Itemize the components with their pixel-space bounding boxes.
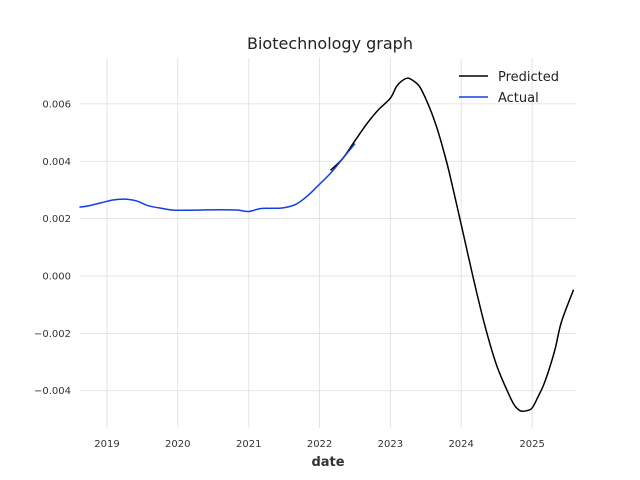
chart-title: Biotechnology graph: [247, 34, 413, 53]
y-tick-label: 0.000: [42, 271, 71, 282]
legend: Predicted Actual: [459, 70, 559, 106]
series-line-predicted: [330, 77, 575, 413]
x-tick-label: 2022: [307, 439, 332, 450]
x-tick-labels: 2019 2020 2021 2022 2023 2024 2025: [94, 439, 545, 450]
y-tick-label: 0.006: [42, 99, 71, 110]
legend-label-actual: Actual: [498, 91, 539, 106]
x-tick-label: 2023: [378, 439, 403, 450]
series-layer: [79, 77, 575, 413]
x-tick-label: 2021: [236, 439, 261, 450]
x-tick-label: 2025: [519, 439, 544, 450]
x-axis-label: date: [311, 455, 344, 470]
y-tick-label: 0.004: [42, 157, 71, 168]
y-tick-label: −0.004: [34, 386, 71, 397]
y-tick-label: 0.002: [42, 214, 71, 225]
y-tick-label: −0.002: [34, 329, 71, 340]
legend-label-predicted: Predicted: [498, 70, 559, 85]
grid-layer: [80, 58, 576, 428]
x-tick-label: 2020: [165, 439, 190, 450]
y-tick-labels: 0.006 0.004 0.002 0.000 −0.002 −0.004: [34, 99, 71, 397]
x-tick-label: 2019: [94, 439, 119, 450]
series-line-actual: [79, 143, 356, 213]
x-tick-label: 2024: [448, 439, 473, 450]
